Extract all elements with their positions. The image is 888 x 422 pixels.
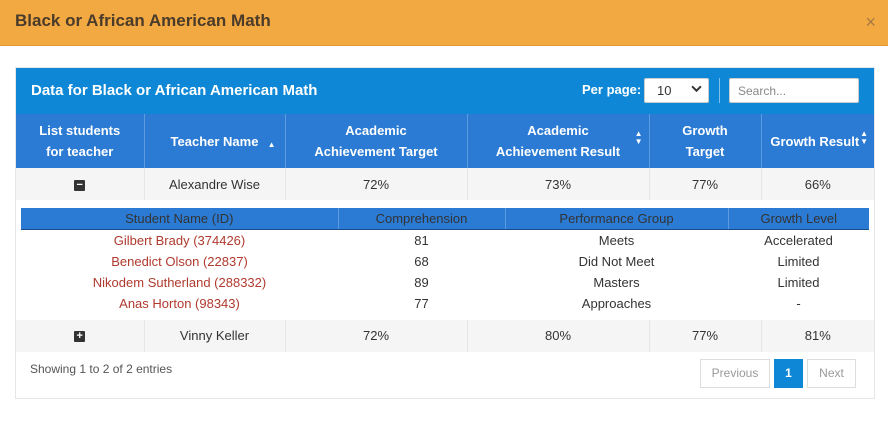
growth-result: 66% — [761, 168, 874, 200]
growth-target: 77% — [649, 319, 762, 352]
growth-level: Accelerated — [728, 229, 869, 251]
student-link[interactable]: Benedict Olson (22837) — [21, 250, 338, 272]
comprehension: 68 — [338, 250, 505, 272]
student-row: Gilbert Brady (374426) 81 Meets Accelera… — [21, 229, 869, 251]
col-header-teacher-name[interactable]: Teacher Name ▲ — [144, 114, 286, 168]
per-page-label: Per page: — [582, 82, 642, 97]
student-link[interactable]: Gilbert Brady (374426) — [21, 229, 338, 251]
data-panel: Data for Black or African American Math … — [15, 67, 875, 399]
performance-group: Approaches — [505, 292, 728, 314]
comprehension: 89 — [338, 271, 505, 293]
sub-header-performance: Performance Group — [505, 208, 729, 230]
modal-title: Black or African American Math — [15, 11, 271, 30]
collapse-icon[interactable]: − — [74, 179, 86, 191]
performance-group: Masters — [505, 271, 728, 293]
aa-target: 72% — [285, 168, 468, 200]
sub-header-student: Student Name (ID) — [21, 208, 339, 230]
aa-result: 80% — [467, 319, 650, 352]
col-header-aa-result[interactable]: Academic Achievement Result ▲ ▼ — [467, 114, 650, 168]
comprehension: 77 — [338, 292, 505, 314]
col-header-list-students[interactable]: List students for teacher — [16, 114, 145, 168]
close-icon[interactable]: × — [865, 12, 876, 32]
sort-both-icon: ▲ ▼ — [634, 129, 643, 146]
comprehension: 81 — [338, 229, 505, 251]
teacher-name: Alexandre Wise — [144, 168, 286, 200]
table-row: + Vinny Keller 72% 80% 77% 81% — [16, 319, 874, 352]
performance-group: Meets — [505, 229, 728, 251]
student-link[interactable]: Nikodem Sutherland (288332) — [21, 271, 338, 293]
performance-group: Did Not Meet — [505, 250, 728, 272]
entries-info: Showing 1 to 2 of 2 entries — [30, 362, 173, 376]
student-link[interactable]: Anas Horton (98343) — [21, 292, 338, 314]
growth-result: 81% — [761, 319, 874, 352]
table-row: − Alexandre Wise 72% 73% 77% 66% — [16, 168, 874, 200]
student-row: Benedict Olson (22837) 68 Did Not Meet L… — [21, 250, 869, 272]
search-input[interactable] — [729, 78, 859, 103]
next-button[interactable]: Next — [807, 359, 856, 388]
aa-target: 72% — [285, 319, 468, 352]
growth-level: Limited — [728, 271, 869, 293]
header-divider — [719, 78, 720, 103]
col-header-growth-target[interactable]: Growth Target — [649, 114, 762, 168]
sub-header-comprehension: Comprehension — [338, 208, 506, 230]
page-1-button[interactable]: 1 — [774, 359, 803, 388]
student-row: Anas Horton (98343) 77 Approaches - — [21, 292, 869, 314]
sort-asc-icon: ▲ — [267, 140, 276, 149]
growth-target: 77% — [649, 168, 762, 200]
sub-header-growth: Growth Level — [728, 208, 869, 230]
sort-both-icon: ▲ ▼ — [860, 129, 868, 146]
previous-button[interactable]: Previous — [700, 359, 770, 388]
col-header-aa-target[interactable]: Academic Achievement Target — [285, 114, 468, 168]
student-row: Nikodem Sutherland (288332) 89 Masters L… — [21, 271, 869, 293]
teacher-table: List students for teacher Teacher Name ▲ … — [16, 114, 874, 352]
per-page-value: 10 — [657, 83, 672, 98]
expand-icon[interactable]: + — [74, 331, 86, 343]
aa-result: 73% — [467, 168, 650, 200]
col-header-growth-result[interactable]: Growth Result ▲ ▼ — [761, 114, 874, 168]
growth-level: Limited — [728, 250, 869, 272]
chevron-down-icon — [691, 83, 702, 97]
growth-level: - — [728, 292, 869, 314]
student-table: Student Name (ID) Comprehension Performa… — [21, 208, 869, 314]
panel-title: Data for Black or African American Math — [31, 82, 318, 99]
per-page-select[interactable]: 10 — [644, 78, 709, 103]
detail-row: Student Name (ID) Comprehension Performa… — [16, 200, 874, 320]
modal-header: Black or African American Math × — [0, 0, 888, 46]
panel-header: Data for Black or African American Math … — [16, 68, 874, 114]
teacher-name: Vinny Keller — [144, 319, 286, 352]
